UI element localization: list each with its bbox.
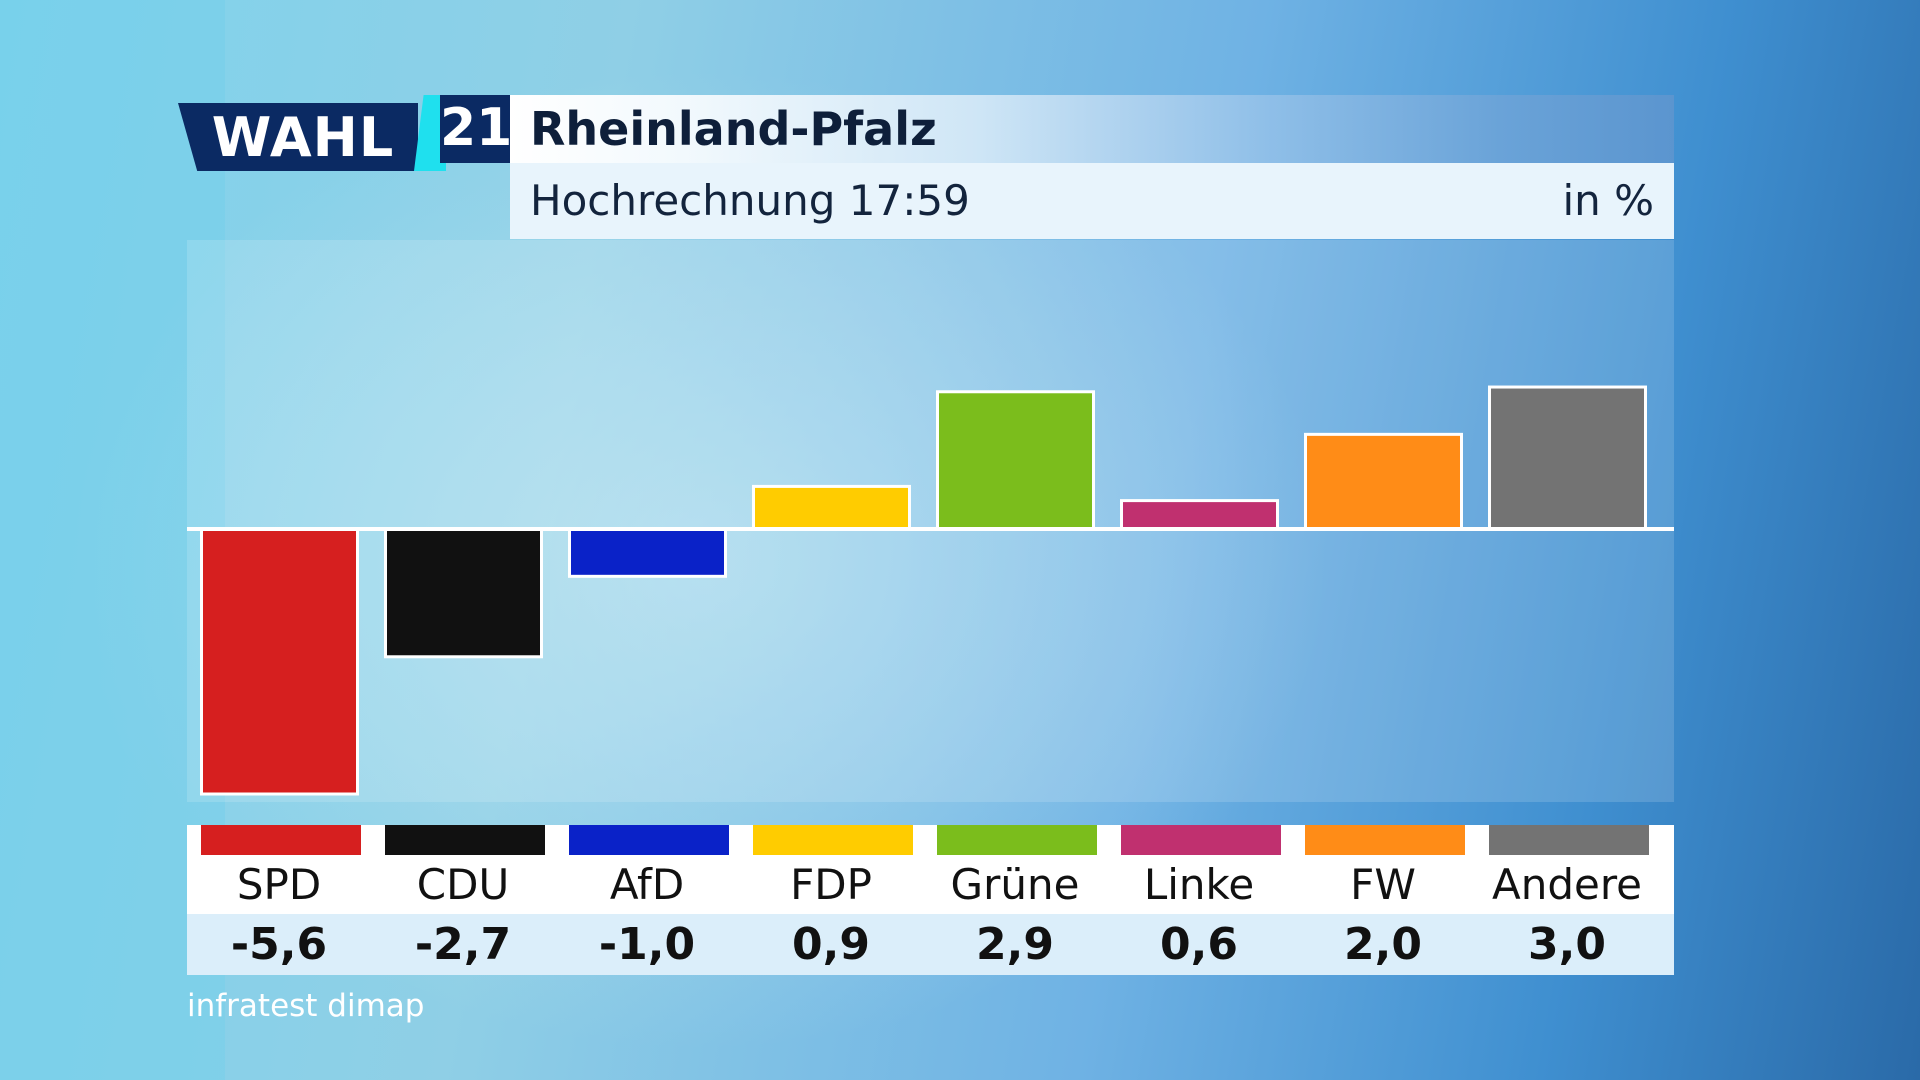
party-label-afd: AfD — [609, 860, 685, 909]
party-label-spd: SPD — [236, 860, 322, 909]
subtitle-bar: Hochrechnung 17:59 in % — [510, 163, 1674, 239]
unit-label: in % — [1562, 176, 1654, 225]
value-label-linke: 0,6 — [1160, 919, 1238, 970]
party-label-fw: FW — [1350, 860, 1416, 909]
bar-linke — [1120, 499, 1279, 531]
value-label-cdu: -2,7 — [414, 919, 512, 970]
chart-subtitle: Hochrechnung 17:59 — [530, 176, 970, 225]
legend-swatch-afd — [569, 825, 729, 855]
legend-swatch-linke — [1121, 825, 1281, 855]
value-label-grüne: 2,9 — [976, 919, 1054, 970]
legend-swatch-andere — [1489, 825, 1649, 855]
value-row-background — [187, 914, 1674, 975]
value-label-fdp: 0,9 — [792, 919, 870, 970]
value-label-fw: 2,0 — [1344, 919, 1422, 970]
value-label-andere: 3,0 — [1528, 919, 1606, 970]
legend-swatch-cdu — [385, 825, 545, 855]
logo-wahl-block — [178, 103, 418, 171]
bar-grüne — [936, 390, 1095, 531]
party-label-fdp: FDP — [790, 860, 872, 909]
value-label-spd: -5,6 — [230, 919, 328, 970]
party-label-linke: Linke — [1143, 860, 1255, 909]
legend-swatch-grüne — [937, 825, 1097, 855]
legend-swatch-fw — [1305, 825, 1465, 855]
results-table: SPD -5,6 CDU -2,7 AfD -1,0 FDP 0,9 Grüne 2,9 Linke… — [187, 825, 1674, 975]
party-label-andere: Andere — [1491, 860, 1643, 909]
party-label-cdu: CDU — [416, 860, 510, 909]
chart-title: Rheinland-Pfalz — [530, 102, 937, 156]
value-label-afd: -1,0 — [598, 919, 696, 970]
legend-swatch-fdp — [753, 825, 913, 855]
logo-wahl-text: WAHL — [211, 106, 395, 169]
bar-afd — [568, 527, 727, 578]
legend-swatch-spd — [201, 825, 361, 855]
title-bar: Rheinland-Pfalz — [510, 95, 1674, 163]
bar-fdp — [752, 484, 911, 531]
wahl-logo: WAHL 21 — [178, 95, 512, 171]
source-label: infratest dimap — [187, 988, 425, 1024]
logo-number: 21 — [440, 95, 512, 163]
bar-cdu — [384, 527, 543, 659]
bar-chart — [187, 385, 1674, 796]
bar-spd — [200, 527, 359, 796]
party-label-grüne: Grüne — [950, 860, 1080, 909]
bar-andere — [1488, 385, 1647, 531]
bar-fw — [1304, 432, 1463, 531]
